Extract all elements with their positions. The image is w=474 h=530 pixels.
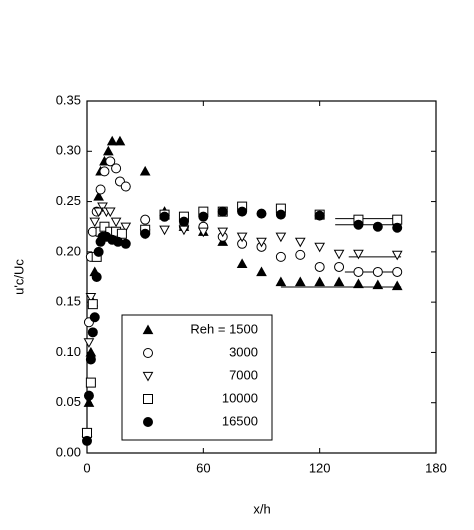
- marker: [120, 222, 132, 233]
- marker: [89, 312, 100, 323]
- marker: [198, 211, 209, 222]
- y-tick-label: 0.20: [56, 243, 81, 258]
- marker: [372, 266, 383, 277]
- marker: [83, 390, 94, 401]
- legend-marker: [143, 394, 153, 404]
- marker: [91, 272, 102, 282]
- marker: [159, 211, 170, 222]
- marker: [295, 249, 306, 260]
- x-tick-label: 60: [196, 460, 210, 475]
- marker: [236, 232, 248, 243]
- legend-marker: [143, 417, 153, 427]
- marker: [83, 397, 95, 407]
- y-tick-label: 0.15: [56, 294, 81, 309]
- legend-marker: [142, 324, 154, 335]
- marker: [314, 276, 326, 287]
- marker: [140, 214, 151, 225]
- marker: [333, 249, 345, 260]
- y-axis-label: u'c/Uc: [11, 259, 26, 295]
- marker: [256, 237, 267, 248]
- marker: [353, 249, 364, 260]
- marker: [178, 216, 189, 227]
- marker: [93, 207, 104, 218]
- marker: [87, 327, 98, 338]
- marker: [275, 209, 286, 220]
- marker: [85, 354, 96, 365]
- marker: [353, 219, 364, 230]
- legend-label: Reh = 1500: [190, 321, 258, 336]
- legend-label: 10000: [222, 390, 258, 405]
- marker: [114, 135, 126, 146]
- x-tick-label: 0: [83, 460, 90, 475]
- y-tick-label: 0.10: [56, 344, 81, 359]
- marker: [391, 250, 403, 261]
- marker: [104, 207, 116, 218]
- y-tick-label: 0.00: [56, 444, 81, 459]
- marker: [159, 225, 170, 236]
- marker: [372, 221, 383, 232]
- marker: [85, 377, 96, 388]
- marker: [236, 258, 248, 269]
- marker: [93, 246, 104, 257]
- x-axis-label: x/h: [253, 501, 270, 516]
- marker: [256, 266, 267, 277]
- marker: [97, 202, 108, 213]
- marker: [314, 242, 326, 253]
- marker: [275, 232, 287, 243]
- y-tick-label: 0.25: [56, 193, 81, 208]
- y-tick-label: 0.05: [56, 394, 81, 409]
- marker: [314, 210, 325, 221]
- marker: [314, 261, 325, 272]
- marker: [353, 278, 364, 289]
- marker: [197, 227, 209, 238]
- marker: [85, 293, 97, 303]
- marker: [294, 237, 306, 248]
- legend-marker: [142, 371, 154, 382]
- y-tick-label: 0.35: [56, 92, 81, 107]
- marker: [110, 217, 122, 228]
- marker: [353, 266, 364, 277]
- marker: [120, 238, 131, 249]
- marker: [89, 217, 101, 228]
- marker: [82, 435, 92, 446]
- marker: [106, 135, 118, 146]
- legend-marker: [143, 348, 153, 358]
- marker: [111, 163, 122, 174]
- marker: [95, 184, 106, 195]
- marker: [372, 279, 384, 290]
- marker: [105, 156, 116, 167]
- marker: [391, 280, 403, 291]
- marker: [294, 276, 306, 287]
- marker: [99, 221, 110, 232]
- marker: [392, 222, 403, 233]
- x-tick-label: 180: [425, 460, 447, 475]
- marker: [120, 181, 131, 192]
- marker: [237, 206, 248, 217]
- marker: [334, 261, 345, 272]
- marker: [217, 227, 229, 238]
- marker: [217, 206, 228, 217]
- marker: [139, 165, 151, 176]
- legend-label: 3000: [229, 344, 258, 359]
- marker: [87, 299, 98, 310]
- marker: [102, 145, 114, 156]
- marker: [83, 338, 95, 348]
- marker: [275, 251, 286, 262]
- marker: [256, 208, 267, 219]
- marker: [333, 276, 345, 287]
- marker: [99, 166, 110, 177]
- marker: [275, 276, 287, 287]
- y-tick-label: 0.30: [56, 143, 81, 158]
- marker: [93, 191, 104, 201]
- marker: [140, 228, 151, 239]
- legend-label: 16500: [222, 413, 258, 428]
- x-tick-label: 120: [309, 460, 331, 475]
- plot-frame: [86, 100, 437, 454]
- marker: [116, 228, 127, 239]
- marker: [392, 266, 403, 277]
- legend-label: 7000: [229, 367, 258, 382]
